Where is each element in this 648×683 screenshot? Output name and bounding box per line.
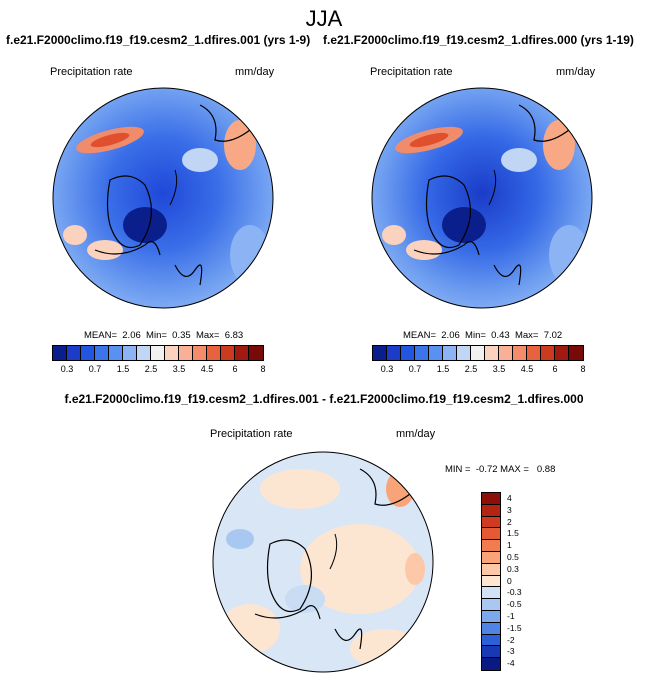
diff-variable-label: Precipitation rate <box>210 428 293 440</box>
colorbar-swatch <box>443 346 457 360</box>
colorbar-tick-label: 0.7 <box>88 364 102 374</box>
diff-colorbar-labels: 4 3 2 1.5 1 0.5 0.3 0 -0.3 -0.5 -1 -1.5 -2 -3 -4 <box>507 492 537 672</box>
colorbar-tick-label: 8 <box>580 364 586 374</box>
colorbar-tick-label: -1 <box>507 610 515 621</box>
colorbar-swatch <box>151 346 165 360</box>
colorbar-swatch <box>569 346 583 360</box>
colorbar-tick-label: 0.3 <box>507 563 519 574</box>
colorbar-swatch <box>123 346 137 360</box>
colorbar-swatch <box>485 346 499 360</box>
colorbar-swatch <box>457 346 471 360</box>
colorbar-tick-label: 8 <box>260 364 266 374</box>
colorbar-swatch <box>165 346 179 360</box>
diff-panel-title: f.e21.F2000climo.f19_f19.cesm2_1.dfires.… <box>64 392 584 406</box>
colorbar-tick-label: 0.7 <box>408 364 422 374</box>
colorbar-swatch <box>429 346 443 360</box>
right-units-label: mm/day <box>556 66 596 78</box>
colorbar-swatch <box>482 551 500 564</box>
colorbar-swatch <box>137 346 151 360</box>
colorbar-swatch <box>81 346 95 360</box>
colorbar-swatch <box>482 575 500 588</box>
colorbar-tick-label: 0 <box>507 575 512 586</box>
right-polar-map <box>371 87 593 309</box>
colorbar-swatch <box>95 346 109 360</box>
colorbar-swatch <box>482 528 500 541</box>
colorbar-swatch <box>555 346 569 360</box>
colorbar-swatch <box>373 346 387 360</box>
colorbar-swatch <box>109 346 123 360</box>
colorbar-tick-label: 6 <box>552 364 558 374</box>
colorbar-tick-label: 1.5 <box>116 364 130 374</box>
colorbar-swatch <box>482 516 500 529</box>
colorbar-swatch <box>193 346 207 360</box>
colorbar-tick-label: 6 <box>232 364 238 374</box>
diff-units-label: mm/day <box>396 428 436 440</box>
colorbar-tick-label: 4 <box>507 492 512 503</box>
right-colorbar: 0.3 0.7 1.5 2.5 3.5 4.5 6 8 <box>372 345 586 375</box>
colorbar-tick-label: 3.5 <box>172 364 186 374</box>
colorbar-swatch <box>527 346 541 360</box>
colorbar-swatch <box>67 346 81 360</box>
colorbar-swatch <box>482 504 500 517</box>
colorbar-swatch <box>179 346 193 360</box>
diff-stats: MIN = -0.72 MAX = 0.88 <box>445 464 556 475</box>
colorbar-swatch <box>53 346 67 360</box>
colorbar-tick-label: 1.5 <box>507 528 519 539</box>
colorbar-swatch <box>482 493 500 505</box>
left-stats: MEAN= 2.06 Min= 0.35 Max= 6.83 <box>84 330 244 341</box>
right-panel-title: f.e21.F2000climo.f19_f19.cesm2_1.dfires.… <box>323 33 634 47</box>
colorbar-tick-label: -4 <box>507 658 515 669</box>
right-stats: MEAN= 2.06 Min= 0.43 Max= 7.02 <box>403 330 563 341</box>
colorbar-swatch <box>221 346 235 360</box>
colorbar-tick-label: -3 <box>507 646 515 657</box>
colorbar-tick-label: 2.5 <box>464 364 478 374</box>
colorbar-swatch <box>401 346 415 360</box>
left-colorbar: 0.3 0.7 1.5 2.5 3.5 4.5 6 8 <box>52 345 266 375</box>
colorbar-tick-label: 3.5 <box>492 364 506 374</box>
colorbar-swatch <box>235 346 249 360</box>
left-units-label: mm/day <box>235 66 275 78</box>
colorbar-tick-label: 0.5 <box>507 551 519 562</box>
right-variable-label: Precipitation rate <box>370 66 453 78</box>
left-variable-label: Precipitation rate <box>50 66 133 78</box>
colorbar-swatch <box>387 346 401 360</box>
season-title: JJA <box>305 6 343 31</box>
colorbar-swatch <box>513 346 527 360</box>
colorbar-swatch <box>482 646 500 659</box>
colorbar-tick-label: -1.5 <box>507 622 522 633</box>
colorbar-swatch <box>482 610 500 623</box>
colorbar-swatch <box>499 346 513 360</box>
diff-colorbar <box>481 492 501 671</box>
colorbar-tick-label: 2.5 <box>144 364 158 374</box>
colorbar-swatch <box>482 599 500 611</box>
colorbar-swatch <box>482 563 500 576</box>
colorbar-tick-label: 3 <box>507 504 512 515</box>
colorbar-tick-label: -0.5 <box>507 599 522 610</box>
colorbar-swatch <box>471 346 485 360</box>
colorbar-swatch <box>482 634 500 647</box>
left-panel-title: f.e21.F2000climo.f19_f19.cesm2_1.dfires.… <box>6 33 311 47</box>
colorbar-swatch <box>482 587 500 600</box>
colorbar-tick-label: 0.3 <box>380 364 394 374</box>
colorbar-tick-label: -0.3 <box>507 587 522 598</box>
colorbar-swatch <box>207 346 221 360</box>
colorbar-swatch <box>249 346 263 360</box>
left-polar-map <box>52 87 274 309</box>
colorbar-swatch <box>541 346 555 360</box>
colorbar-tick-label: 1.5 <box>436 364 450 374</box>
colorbar-swatch <box>482 540 500 552</box>
colorbar-tick-label: 1 <box>507 540 512 551</box>
colorbar-tick-label: 4.5 <box>200 364 214 374</box>
colorbar-swatch <box>415 346 429 360</box>
colorbar-swatch <box>482 622 500 635</box>
colorbar-swatch <box>482 658 500 670</box>
diff-polar-map <box>212 451 434 673</box>
colorbar-tick-label: 0.3 <box>60 364 74 374</box>
colorbar-tick-label: -2 <box>507 634 515 645</box>
colorbar-tick-label: 4.5 <box>520 364 534 374</box>
colorbar-tick-label: 2 <box>507 516 512 527</box>
